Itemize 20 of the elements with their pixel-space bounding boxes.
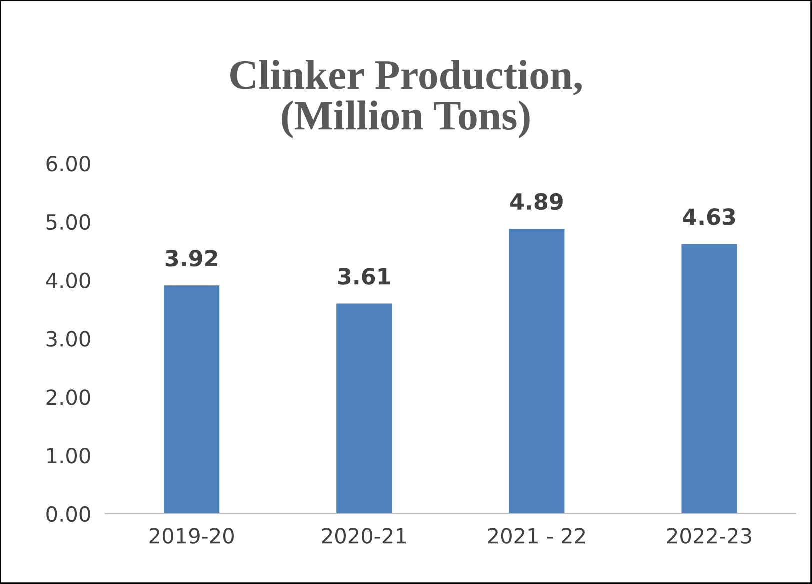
y-tick-label: 6.00 bbox=[46, 156, 90, 172]
chart-title: Clinker Production, (Million Tons) bbox=[230, 60, 582, 139]
bar bbox=[508, 228, 566, 514]
data-label: 4.89 bbox=[510, 193, 563, 210]
y-tick-label: 5.00 bbox=[46, 214, 90, 230]
data-label: 3.61 bbox=[338, 268, 390, 285]
y-tick-label: 3.00 bbox=[46, 331, 90, 347]
x-tick-label: 2019-20 bbox=[150, 528, 234, 544]
y-tick-label: 0.00 bbox=[46, 506, 90, 522]
bar bbox=[335, 302, 394, 514]
y-tick-label: 2.00 bbox=[46, 390, 90, 406]
y-tick-label: 4.00 bbox=[46, 272, 90, 289]
x-tick-label: 2020-21 bbox=[322, 528, 406, 544]
data-label: 4.63 bbox=[683, 208, 736, 226]
x-tick-label: 2022-23 bbox=[667, 528, 752, 544]
y-tick-label: 1.00 bbox=[48, 448, 90, 464]
x-tick-label: 2021 - 22 bbox=[488, 528, 585, 544]
bar bbox=[680, 242, 739, 514]
data-label: 3.92 bbox=[166, 250, 218, 267]
bar bbox=[162, 284, 221, 514]
